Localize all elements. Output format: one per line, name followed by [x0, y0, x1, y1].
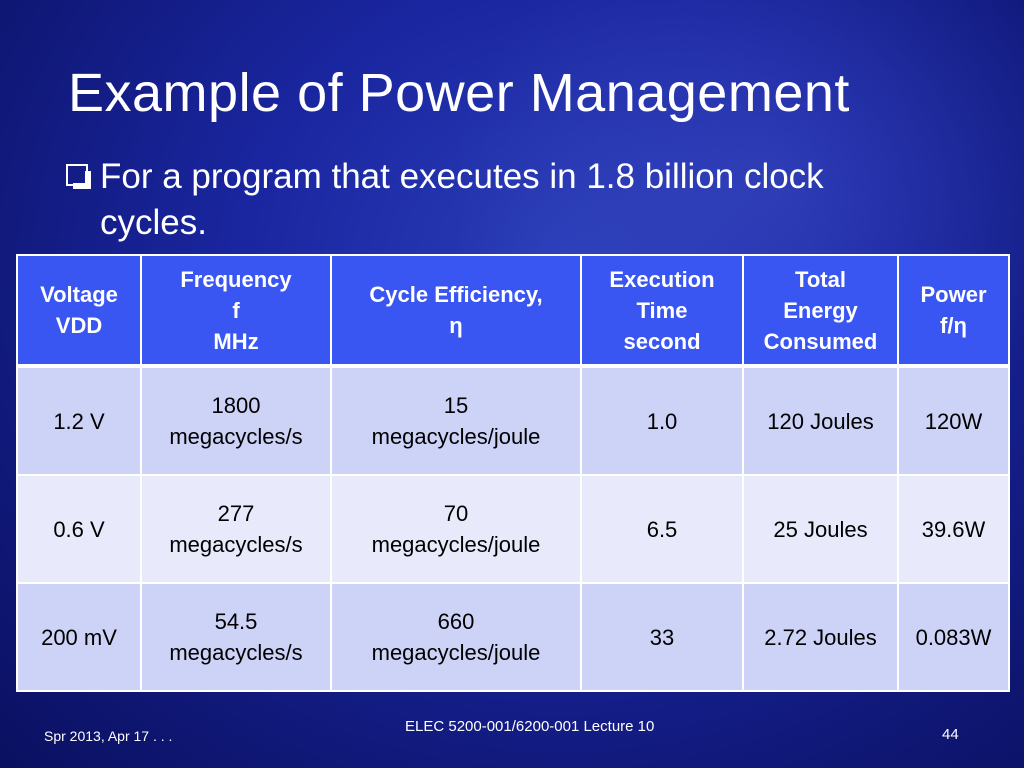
cell-efficiency: 70 megacycles/joule — [330, 474, 582, 584]
cell-efficiency: 660 megacycles/joule — [330, 582, 582, 692]
table-header-row: Voltage VDD Frequency f MHz Cycle Effici… — [16, 254, 1010, 367]
bullet-text-line-1: For a program that executes in 1.8 billi… — [100, 157, 824, 196]
header-cycle-efficiency: Cycle Efficiency, η — [330, 254, 582, 367]
table-row: 1.2 V 1800 megacycles/s 15 megacycles/jo… — [16, 365, 1010, 476]
cell-power: 39.6W — [897, 474, 1010, 584]
table-row: 0.6 V 277 megacycles/s 70 megacycles/jou… — [16, 474, 1010, 584]
cell-time: 6.5 — [580, 474, 744, 584]
cell-voltage: 1.2 V — [16, 365, 142, 476]
cell-frequency: 54.5 megacycles/s — [140, 582, 332, 692]
cell-energy: 120 Joules — [742, 365, 899, 476]
cell-frequency: 1800 megacycles/s — [140, 365, 332, 476]
bullet-line-1: For a program that executes in 1.8 billi… — [66, 154, 966, 200]
cell-time: 33 — [580, 582, 744, 692]
footer-course: ELEC 5200-001/6200-001 Lecture 10 — [405, 718, 655, 735]
header-power: Power f/η — [897, 254, 1010, 367]
header-total-energy: Total Energy Consumed — [742, 254, 899, 367]
slide-number: 44 — [942, 726, 959, 743]
header-frequency: Frequency f MHz — [140, 254, 332, 367]
cell-frequency: 277 megacycles/s — [140, 474, 332, 584]
table-row: 200 mV 54.5 megacycles/s 660 megacycles/… — [16, 582, 1010, 692]
hollow-square-bullet-icon — [66, 164, 91, 189]
cell-power: 0.083W — [897, 582, 1010, 692]
cell-power: 120W — [897, 365, 1010, 476]
cell-energy: 2.72 Joules — [742, 582, 899, 692]
power-management-table: Voltage VDD Frequency f MHz Cycle Effici… — [16, 254, 1010, 692]
header-voltage: Voltage VDD — [16, 254, 142, 367]
bullet-point: For a program that executes in 1.8 billi… — [66, 154, 966, 246]
cell-time: 1.0 — [580, 365, 744, 476]
slide-title: Example of Power Management — [68, 63, 850, 123]
bullet-text-line-2: cycles. — [100, 203, 207, 242]
header-execution-time: Execution Time second — [580, 254, 744, 367]
cell-voltage: 200 mV — [16, 582, 142, 692]
cell-energy: 25 Joules — [742, 474, 899, 584]
cell-voltage: 0.6 V — [16, 474, 142, 584]
cell-efficiency: 15 megacycles/joule — [330, 365, 582, 476]
footer-date: Spr 2013, Apr 17 . . . — [44, 728, 173, 744]
